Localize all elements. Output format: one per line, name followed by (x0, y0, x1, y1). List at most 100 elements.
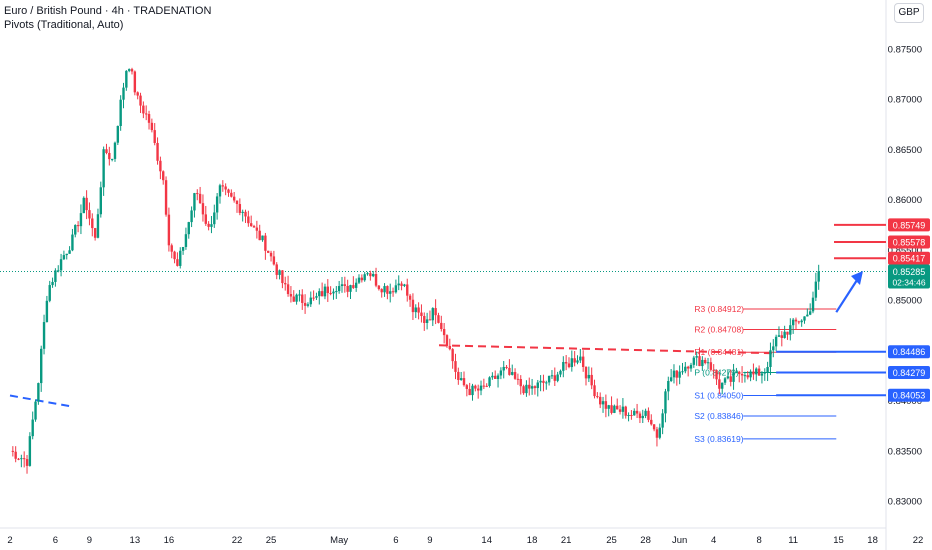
candle-body (286, 284, 290, 295)
candle-body (71, 234, 74, 251)
candle-body (808, 311, 812, 315)
time-tick-label: Jun (672, 535, 687, 546)
candle-body (797, 321, 801, 323)
candle-body (332, 291, 335, 294)
candle-body (692, 357, 696, 365)
candle-body (462, 378, 466, 386)
candle-body (769, 350, 772, 367)
candle-body (40, 348, 43, 384)
candle-body (581, 356, 585, 368)
candle-body (718, 379, 721, 389)
candle-body (530, 386, 534, 389)
candle-body (54, 270, 57, 282)
candle-body (465, 385, 469, 389)
candle-body (516, 378, 520, 380)
price-level-value: 0.85578 (893, 238, 926, 248)
candle-body (181, 246, 185, 251)
price-tick-label: 0.86000 (888, 195, 922, 206)
price-level-tag (888, 218, 930, 232)
candle-body (110, 158, 114, 160)
candle-body (145, 113, 148, 115)
price-level-value: 0.85749 (893, 220, 926, 230)
candle-body (491, 375, 494, 378)
currency-button[interactable]: GBP (894, 3, 924, 23)
candle-body (562, 361, 565, 371)
candle-body (184, 234, 188, 247)
candle-body (431, 308, 434, 321)
candle-body (235, 200, 239, 205)
candle-body (698, 356, 701, 367)
time-tick-label: 15 (833, 535, 844, 546)
price-tick-label: 0.86500 (888, 145, 922, 156)
time-tick-label: 4 (711, 535, 716, 546)
candle-body (701, 359, 704, 367)
pivot-level-label: R2 (0.84708) (694, 324, 744, 334)
price-level-value: 0.84486 (893, 347, 926, 357)
candle-body (170, 245, 173, 252)
candle-body (616, 405, 619, 410)
candle-body (528, 384, 531, 389)
candle-body (380, 289, 383, 293)
candle-body (613, 405, 616, 413)
candle-body (496, 375, 500, 379)
pivot-level-label: S3 (0.83619) (694, 434, 743, 444)
candle-body (599, 396, 602, 405)
price-level-tag (888, 251, 930, 265)
price-level-value: 0.84053 (893, 391, 926, 401)
candle-body (406, 284, 409, 296)
candle-body (139, 95, 142, 106)
candle-body (320, 291, 324, 297)
candle-body (122, 87, 125, 100)
candle-body (476, 388, 480, 391)
price-tick-label: 0.83000 (888, 497, 922, 508)
candle-body (51, 281, 54, 286)
candle-body (511, 372, 514, 375)
candle-body (62, 255, 66, 260)
candle-body (176, 259, 179, 266)
candle-body (343, 284, 347, 286)
candle-body (85, 197, 88, 211)
candle-body (127, 69, 131, 71)
time-tick-label: 28 (640, 535, 651, 546)
candle-body (190, 210, 193, 223)
candle-body (559, 370, 562, 375)
current-price-value: 0.85285 (893, 267, 926, 277)
candle-body (267, 250, 270, 253)
candle-body (301, 294, 304, 303)
candle-body (525, 384, 528, 394)
candle-body (726, 376, 730, 379)
candle-body (556, 374, 559, 381)
candle-body (723, 378, 727, 383)
candle-body (99, 187, 102, 215)
candle-body (329, 293, 332, 295)
candle-body (187, 222, 190, 235)
candle-body (448, 345, 452, 350)
price-tick-label: 0.85500 (888, 245, 922, 256)
candle-body (738, 371, 741, 374)
candle-body (82, 197, 85, 214)
candle-body (411, 299, 415, 313)
candle-body (522, 386, 525, 394)
candle-body (238, 204, 242, 213)
candle-body (389, 291, 392, 294)
candle-body (519, 379, 522, 387)
candle-body (783, 331, 786, 338)
candle-body (363, 274, 366, 281)
candle-body (164, 180, 168, 215)
time-tick-label: 22 (232, 535, 243, 546)
time-tick-label: 21 (561, 535, 572, 546)
time-tick-label: 9 (87, 535, 92, 546)
candle-body (709, 362, 713, 370)
candle-body (661, 413, 664, 428)
candle-body (249, 223, 253, 227)
candle-body (295, 294, 298, 302)
candle-body (610, 405, 613, 413)
time-tick-label: 13 (130, 535, 141, 546)
candle-body (261, 235, 264, 241)
time-tick-label: 14 (481, 535, 492, 546)
candle-body (306, 304, 310, 306)
indicator-legend[interactable]: Pivots (Traditional, Auto) (4, 19, 124, 31)
candle-body (635, 410, 639, 414)
candle-body (760, 373, 764, 376)
